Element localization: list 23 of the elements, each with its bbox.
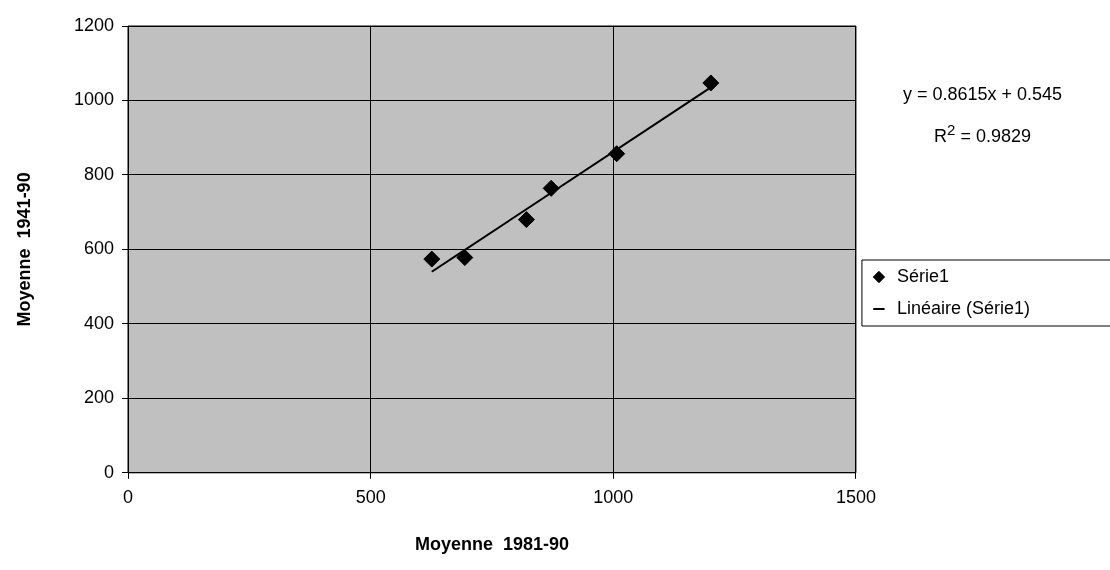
x-tick-label: 1000 — [593, 486, 634, 507]
text: y = 0.8615x + 0.545 — [901, 83, 1064, 106]
y-tick-label: 1000 — [73, 89, 114, 110]
point — [542, 179, 560, 197]
y-tick-label: 1200 — [73, 14, 114, 35]
y-tick-label: 200 — [83, 387, 114, 408]
legend-label: Linéaire (Série1) — [896, 297, 1031, 318]
y-axis-title: Moyenne 1941-90 — [13, 172, 34, 327]
text: R$^{2}$ = 0.9829 — [933, 120, 1032, 148]
point — [702, 74, 720, 92]
x-tick-label: 1500 — [835, 486, 876, 507]
x-tick-label: 0 — [122, 486, 134, 507]
legend-label: Série1 — [896, 265, 949, 286]
point — [423, 250, 441, 268]
y-tick-label: 600 — [83, 238, 114, 259]
y-tick-label: 800 — [83, 163, 114, 184]
point — [517, 211, 535, 229]
y-tick-label: 400 — [83, 312, 114, 333]
y-tick-label: 0 — [103, 461, 114, 482]
point — [456, 249, 474, 267]
x-axis-title: Moyenne 1981-90 — [414, 534, 570, 555]
point — [608, 145, 626, 163]
x-tick-label: 500 — [355, 486, 386, 507]
